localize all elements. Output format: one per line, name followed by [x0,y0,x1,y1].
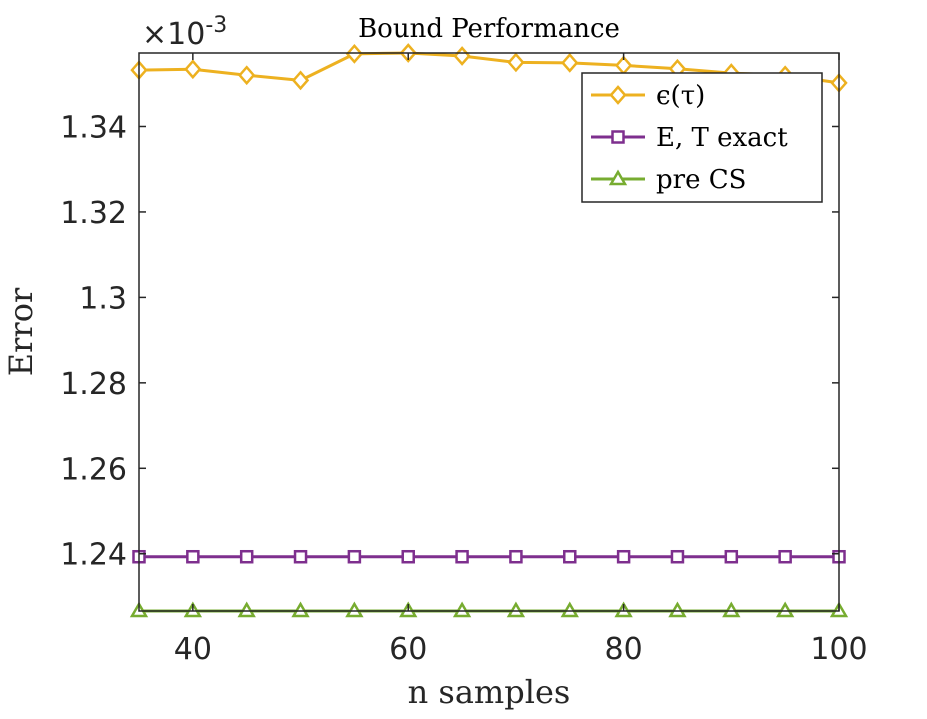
legend-label-1: E, T exact [656,123,788,153]
data-point-2-12 [775,601,795,618]
data-point-1-8 [563,549,577,564]
data-point-1-12 [778,549,792,564]
x-tick-label-3: 100 [810,632,867,667]
data-point-1-5 [401,549,415,564]
data-point-1-7 [509,549,523,564]
y-tick-label-3: 1.3 [79,281,127,316]
data-point-2-2 [237,601,256,618]
data-point-1-11 [724,549,739,564]
legend-marker-0 [609,85,627,105]
data-point-1-1 [186,549,200,564]
y-tick-label-1: 1.26 [60,452,127,487]
y-tick-label-5: 1.34 [60,110,127,145]
legend-label-0: ϵ(τ) [656,81,705,111]
data-point-1-2 [239,549,254,564]
x-axis-label: n samples [408,673,571,711]
data-point-0-7 [507,52,525,73]
data-point-2-6 [452,601,472,618]
data-point-0-1 [184,59,202,80]
data-point-1-10 [670,549,685,564]
data-point-1-4 [347,549,362,564]
data-point-0-2 [238,65,256,86]
data-point-0-3 [291,70,310,91]
data-point-2-4 [345,601,364,618]
data-point-0-4 [345,43,364,64]
y-tick-label-2: 1.28 [60,367,127,402]
y-exponent-label: ×10-3 [142,13,227,52]
y-axis-label: Error [2,287,40,376]
legend-marker-2 [608,169,628,186]
axes-box [138,52,840,612]
data-point-1-9 [616,549,631,564]
x-tick-label-2: 80 [605,632,643,667]
data-point-2-7 [506,601,526,618]
data-point-1-3 [293,549,308,564]
x-tick-label-1: 60 [389,632,427,667]
legend: ϵ(τ) E, T exact pre CS [581,72,823,203]
legend-label-2: pre CS [656,165,746,195]
chart-title: Bound Performance [358,14,620,44]
y-tick-label-4: 1.32 [60,196,127,231]
y-tick-label-0: 1.24 [60,538,127,573]
data-point-1-6 [455,549,469,564]
data-point-2-3 [291,601,310,618]
legend-marker-1 [611,130,625,144]
ticks-layer: 40 60 80 100 1.24 1.26 1.28 1.3 1.32 1.34 [60,53,868,667]
data-point-0-8 [561,52,579,73]
data-point-2-10 [668,601,687,618]
x-tick-label-0: 40 [174,632,212,667]
data-point-2-8 [560,601,579,618]
data-point-2-11 [722,601,741,618]
